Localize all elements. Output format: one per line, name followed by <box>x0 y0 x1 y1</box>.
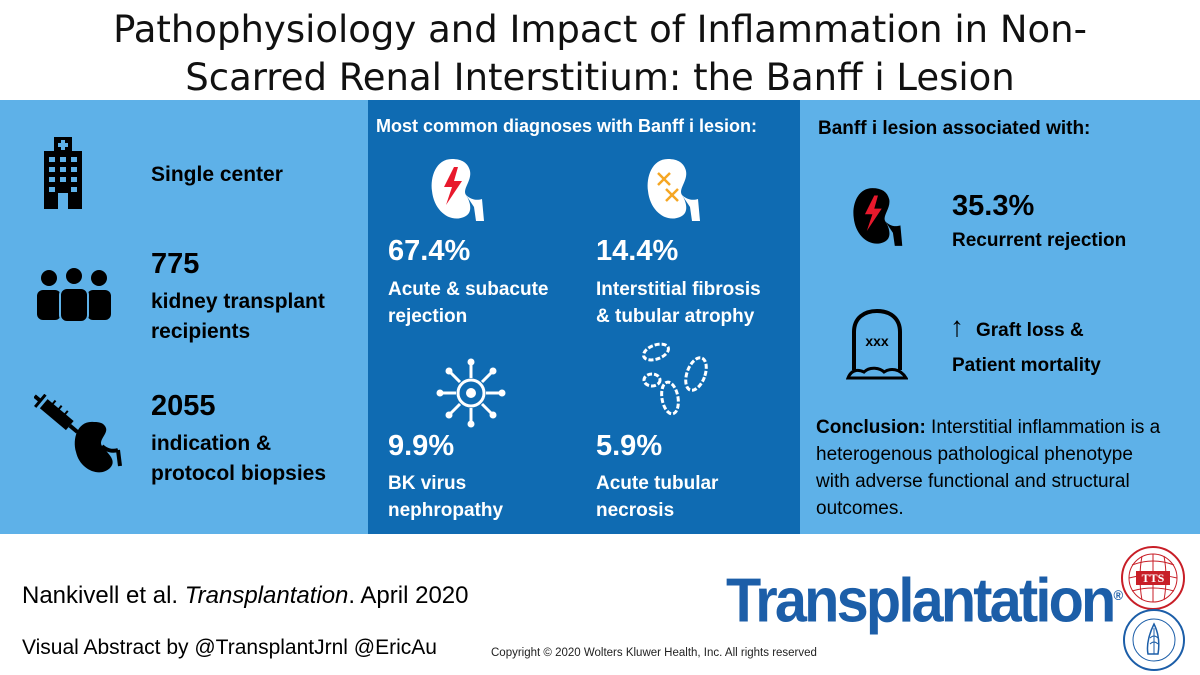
kidney-fibrosis-icon <box>647 159 700 221</box>
bk-virus-label-line-2: nephropathy <box>388 500 504 521</box>
kidney-lightning-icon <box>431 159 484 221</box>
patient-mortality-label: Patient mortality <box>952 355 1101 376</box>
recipients-label-line-1: kidney transplant <box>151 290 325 313</box>
single-center-text: Single center <box>151 163 283 186</box>
biopsies-count: 2055 <box>151 390 216 422</box>
tts-logo-icon: TTS <box>1121 546 1185 610</box>
page-title: Pathophysiology and Impact of Inflammati… <box>0 6 1200 102</box>
conclusion-line-4: outcomes. <box>816 498 904 519</box>
copyright: Copyright © 2020 Wolters Kluwer Health, … <box>491 647 817 659</box>
registered-mark: ® <box>1113 587 1124 603</box>
outcomes-heading: Banff i lesion associated with: <box>818 118 1091 139</box>
biopsies-label-line-1: indication & <box>151 432 272 455</box>
title-line-2: Scarred Renal Interstitium: the Banff i … <box>185 56 1015 99</box>
society-seal-icon <box>1123 609 1185 671</box>
study-design-panel: Single center 775 kidney transplant reci… <box>0 100 368 534</box>
recipients-label-line-2: recipients <box>151 320 251 343</box>
conclusion-line-2: heterogenous pathological phenotype <box>816 444 1133 465</box>
rejection-label-line-2: rejection <box>388 306 468 327</box>
outcomes-panel: Banff i lesion associated with: 35.3% Re… <box>800 100 1200 534</box>
atn-percent: 5.9% <box>596 430 663 462</box>
fibrosis-label-line-2: & tubular atrophy <box>596 306 755 327</box>
conclusion-line-3: with adverse functional and structural <box>816 471 1130 492</box>
hospital-icon <box>44 137 82 209</box>
citation-date: . April 2020 <box>348 582 469 609</box>
tombstone-icon: xxx <box>846 308 908 380</box>
citation-authors: Nankivell et al. <box>22 582 185 609</box>
fibrosis-percent: 14.4% <box>596 235 679 267</box>
citation-journal: Transplantation <box>184 582 349 609</box>
increase-arrow-icon: ↑ <box>950 311 964 342</box>
tubules-icon <box>642 342 708 416</box>
conclusion: Conclusion: Interstitial inflammation is… <box>816 414 1196 522</box>
virus-icon <box>436 358 506 428</box>
journal-logo-text: Transplantation <box>726 566 1116 636</box>
recurrent-rejection-label: Recurrent rejection <box>952 230 1127 251</box>
citation: Nankivell et al. Transplantation. April … <box>22 582 469 610</box>
rejection-percent: 67.4% <box>388 235 471 267</box>
rejection-label-line-1: Acute & subacute <box>388 279 549 300</box>
tombstone-text: xxx <box>865 333 889 349</box>
kidney-rejection-icon <box>853 188 903 246</box>
conclusion-line-1: Interstitial inflammation is a <box>925 417 1161 438</box>
conclusion-label: Conclusion: <box>816 417 926 438</box>
bk-virus-label-line-1: BK virus <box>388 473 467 494</box>
recipients-count: 775 <box>151 248 200 280</box>
journal-logo: Transplantation® <box>726 560 1123 637</box>
syringe-kidney-icon <box>34 394 122 473</box>
fibrosis-label-line-1: Interstitial fibrosis <box>596 279 761 300</box>
bk-virus-percent: 9.9% <box>388 430 455 462</box>
diagnoses-heading: Most common diagnoses with Banff i lesio… <box>376 116 758 136</box>
people-group-icon <box>37 268 111 322</box>
atn-label-line-2: necrosis <box>596 500 675 521</box>
recurrent-rejection-percent: 35.3% <box>952 190 1035 222</box>
tts-logo-text: TTS <box>1142 571 1165 585</box>
graft-loss-label: Graft loss & <box>976 320 1084 341</box>
atn-label-line-1: Acute tubular <box>596 473 719 494</box>
visual-abstract-credit: Visual Abstract by @TransplantJrnl @Eric… <box>22 636 437 659</box>
biopsies-label-line-2: protocol biopsies <box>151 462 327 485</box>
diagnoses-panel: Most common diagnoses with Banff i lesio… <box>368 100 800 534</box>
title-line-1: Pathophysiology and Impact of Inflammati… <box>113 8 1087 51</box>
